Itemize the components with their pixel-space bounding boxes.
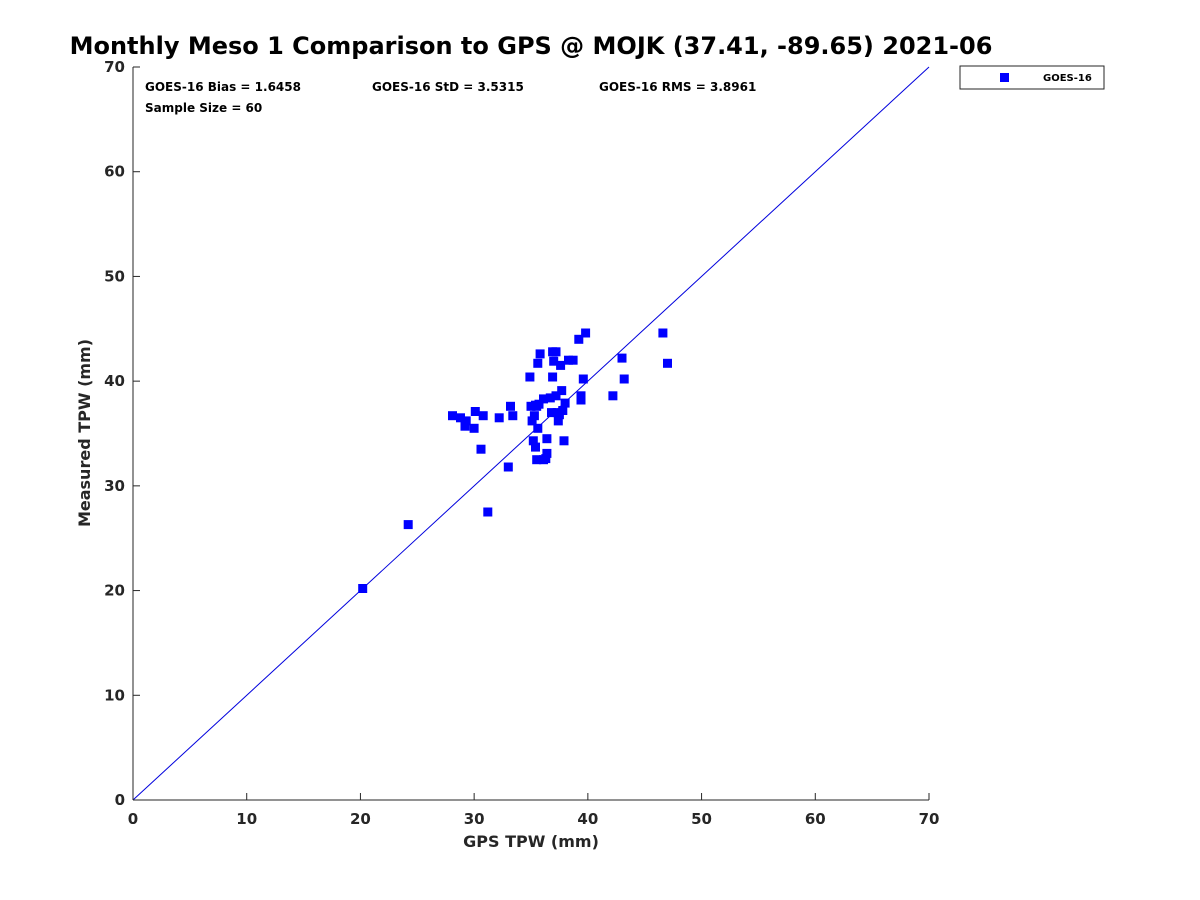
legend-marker-square-icon <box>1000 73 1009 82</box>
data-point <box>529 411 539 421</box>
data-point <box>528 436 538 446</box>
x-axis-label: GPS TPW (mm) <box>463 832 599 851</box>
data-point <box>527 416 537 426</box>
x-tick-label: 0 <box>128 810 138 828</box>
data-point <box>558 406 568 415</box>
legend: GOES-16 <box>959 65 1105 90</box>
data-point <box>533 358 543 368</box>
legend-box <box>959 65 1105 90</box>
data-point <box>542 434 552 444</box>
data-point <box>617 353 627 363</box>
data-point <box>483 507 493 517</box>
data-point <box>456 413 465 423</box>
y-tick-label: 60 <box>104 163 125 181</box>
data-point <box>608 391 618 401</box>
data-point <box>531 442 540 452</box>
data-point <box>508 411 518 421</box>
data-points <box>358 328 672 593</box>
data-point <box>478 411 488 421</box>
data-point <box>574 334 584 344</box>
data-point <box>448 411 457 421</box>
data-point <box>358 584 368 593</box>
y-tick-label: 70 <box>104 58 125 76</box>
y-axis-ticks: 0 10 20 30 40 50 60 70 <box>104 58 140 809</box>
data-point <box>568 355 578 365</box>
one-to-one-line <box>132 66 930 801</box>
data-point <box>525 372 535 382</box>
x-tick-label: 40 <box>577 810 598 828</box>
data-point <box>658 328 668 338</box>
y-tick-label: 0 <box>115 791 125 809</box>
data-point <box>403 520 413 530</box>
plot-area: 0 10 20 30 40 50 60 70 0 10 20 30 40 50 60 70 <box>104 58 939 828</box>
data-point <box>576 395 586 405</box>
data-point <box>506 401 515 411</box>
data-point <box>663 358 672 368</box>
data-point <box>461 416 471 426</box>
chart-title: Monthly Meso 1 Comparison to GPS @ MOJK … <box>70 32 993 60</box>
x-tick-label: 70 <box>919 810 940 828</box>
stat-bias: GOES-16 Bias = 1.6458 <box>145 80 301 94</box>
data-point <box>553 416 563 426</box>
y-tick-label: 10 <box>104 686 125 704</box>
y-axis-label: Measured TPW (mm) <box>75 339 94 527</box>
x-tick-label: 10 <box>236 810 257 828</box>
y-tick-label: 20 <box>104 582 125 600</box>
data-point <box>551 391 561 401</box>
data-point <box>533 423 543 433</box>
data-point <box>494 413 504 423</box>
data-point <box>469 423 479 433</box>
data-point <box>559 436 569 446</box>
data-point <box>548 372 558 382</box>
data-point <box>547 408 556 418</box>
y-tick-label: 40 <box>104 372 125 390</box>
data-point <box>557 386 567 396</box>
data-point <box>545 393 555 403</box>
x-tick-label: 30 <box>464 810 485 828</box>
x-axis-ticks: 0 10 20 30 40 50 60 70 <box>128 793 940 828</box>
data-point <box>539 394 548 404</box>
x-tick-label: 60 <box>805 810 826 828</box>
stat-sample-size: Sample Size = 60 <box>145 101 262 115</box>
data-point <box>560 398 570 408</box>
x-tick-label: 50 <box>691 810 712 828</box>
data-point <box>581 328 591 338</box>
y-tick-label: 50 <box>104 267 125 285</box>
legend-label-goes16: GOES-16 <box>1043 73 1092 84</box>
data-point <box>470 407 480 416</box>
data-point <box>549 356 559 366</box>
data-point <box>532 455 542 465</box>
data-point <box>556 360 566 370</box>
data-point <box>532 401 542 411</box>
data-point <box>535 349 545 359</box>
data-point <box>460 421 470 431</box>
y-tick-label: 30 <box>104 477 125 495</box>
data-point <box>578 374 588 384</box>
stat-std: GOES-16 StD = 3.5315 <box>372 80 524 94</box>
data-point <box>551 347 561 357</box>
data-point <box>503 462 513 472</box>
x-tick-label: 20 <box>350 810 371 828</box>
data-point <box>619 374 629 384</box>
data-point <box>476 444 486 454</box>
data-point <box>564 355 573 365</box>
stat-rms: GOES-16 RMS = 3.8961 <box>599 80 756 94</box>
data-point <box>542 448 552 458</box>
data-point <box>541 454 551 464</box>
